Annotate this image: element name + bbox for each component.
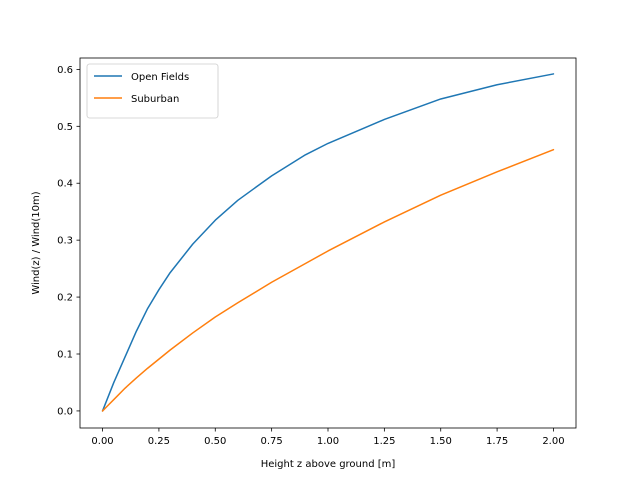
x-tick-label: 1.25 (373, 436, 395, 447)
y-tick-label: 0.0 (57, 406, 73, 417)
legend-label-2: Suburban (131, 94, 179, 105)
x-tick-label: 2.00 (542, 436, 564, 447)
x-tick-label: 0.75 (261, 436, 283, 447)
y-tick-label: 0.3 (57, 236, 73, 247)
series-line-2 (101, 148, 555, 412)
series-line-1 (101, 73, 555, 412)
x-axis-label: Height z above ground [m] (261, 459, 396, 470)
x-tick-label: 0.00 (91, 436, 113, 447)
x-tick-label: 0.25 (148, 436, 170, 447)
y-tick-label: 0.4 (57, 179, 73, 190)
x-tick-label: 0.50 (204, 436, 226, 447)
legend-label-1: Open Fields (131, 72, 189, 83)
y-tick-label: 0.1 (57, 350, 73, 361)
legend-box (86, 63, 219, 119)
legend: Open Fields Suburban (86, 63, 219, 119)
y-tick-label: 0.5 (57, 122, 73, 133)
y-tick-label: 0.2 (57, 293, 73, 304)
x-tick-label: 1.50 (430, 436, 452, 447)
y-axis-label: Wind(z) / Wind(10m) (31, 191, 42, 294)
x-axis: 0.00 0.25 0.50 0.75 1.00 1.25 1.50 1.75 2.00 (91, 428, 565, 447)
y-axis: 0.0 0.1 0.2 0.3 0.4 0.5 0.6 (57, 65, 80, 417)
x-tick-label: 1.75 (486, 436, 508, 447)
plot-area (101, 73, 555, 412)
y-tick-label: 0.6 (57, 65, 73, 76)
x-tick-label: 1.00 (317, 436, 339, 447)
